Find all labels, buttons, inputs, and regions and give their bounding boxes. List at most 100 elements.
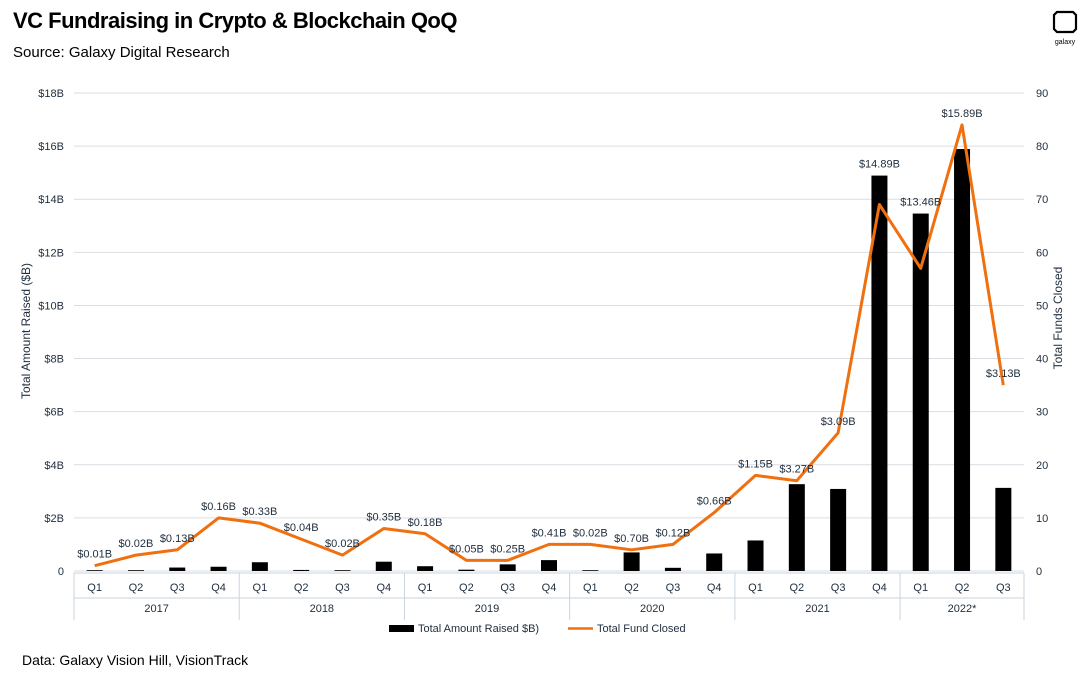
- bar: [954, 149, 971, 571]
- right-tick-label: 30: [1036, 407, 1048, 419]
- quarter-label: Q4: [707, 582, 722, 594]
- data-label: $3.09B: [821, 416, 856, 428]
- bar: [623, 552, 640, 571]
- quarter-label: Q4: [872, 582, 887, 594]
- quarter-label: Q1: [87, 582, 102, 594]
- right-axis-title: Total Funds Closed: [1051, 267, 1065, 370]
- galaxy-logo-icon: galaxy: [1052, 8, 1078, 48]
- right-tick-label: 70: [1036, 194, 1048, 206]
- bar: [912, 213, 929, 571]
- data-label: $0.66B: [697, 496, 732, 508]
- bar: [251, 562, 268, 571]
- footer-note: Data: Galaxy Vision Hill, VisionTrack: [22, 652, 249, 668]
- bar: [582, 570, 599, 571]
- bar: [210, 566, 227, 571]
- bar: [375, 561, 392, 571]
- bar: [995, 487, 1012, 571]
- legend-label-amount: Total Amount Raised $B): [418, 623, 539, 635]
- year-label: 2020: [640, 603, 664, 615]
- left-tick-label: $14B: [38, 194, 64, 206]
- right-tick-label: 60: [1036, 247, 1048, 259]
- left-tick-label: $8B: [44, 354, 64, 366]
- data-label: $0.12B: [655, 527, 690, 539]
- data-label: $0.18B: [408, 517, 443, 529]
- data-label: $0.35B: [366, 512, 401, 524]
- data-label: $14.89B: [859, 159, 900, 171]
- right-tick-label: 50: [1036, 300, 1048, 312]
- quarter-label: Q1: [913, 582, 928, 594]
- data-labels: $0.01B $0.02B $0.13B $0.16B $0.33B $0.04B $0.0…: [77, 108, 1021, 561]
- quarter-label: Q3: [500, 582, 515, 594]
- bar: [830, 488, 847, 571]
- data-label: $0.02B: [573, 527, 608, 539]
- bar: [169, 567, 186, 571]
- legend: Total Amount Raised $B) Total Fund Close…: [389, 623, 686, 635]
- quarter-label: Q2: [459, 582, 474, 594]
- data-label: $1.15B: [738, 458, 773, 470]
- right-tick-label: 20: [1036, 460, 1048, 472]
- data-label: $0.33B: [242, 506, 277, 518]
- bar: [788, 484, 805, 571]
- quarter-label: Q4: [211, 582, 226, 594]
- left-axis-title: Total Amount Raised ($B): [19, 263, 33, 399]
- data-label: $0.13B: [160, 533, 195, 545]
- quarter-label: Q3: [170, 582, 185, 594]
- data-label: $0.70B: [614, 533, 649, 545]
- left-tick-label: $2B: [44, 513, 64, 525]
- quarter-label: Q1: [583, 582, 598, 594]
- category-axis: Q1 Q2 Q3 Q4 Q1 Q2 Q3 Q4 Q1 Q2 Q3 Q4 Q1 Q2 Q3 Q4 Q1 Q2 Q3 Q4…: [73, 572, 1025, 620]
- data-label: $0.41B: [532, 527, 567, 539]
- year-label: 2021: [805, 603, 829, 615]
- year-label: 2022*: [948, 603, 977, 615]
- right-tick-label: 10: [1036, 513, 1048, 525]
- right-tick-label: 0: [1036, 566, 1042, 578]
- quarter-label: Q3: [831, 582, 846, 594]
- quarter-label: Q3: [335, 582, 350, 594]
- bar: [417, 566, 434, 571]
- left-tick-label: $6B: [44, 407, 64, 419]
- data-label: $0.02B: [325, 538, 360, 550]
- legend-swatch-bar: [389, 625, 414, 632]
- left-tick-label: $18B: [38, 88, 64, 100]
- quarter-label: Q2: [955, 582, 970, 594]
- bar: [293, 569, 310, 571]
- gridlines: [74, 92, 1024, 572]
- left-tick-label: 0: [58, 566, 64, 578]
- left-tick-label: $16B: [38, 141, 64, 153]
- data-label: $15.89B: [942, 108, 983, 120]
- line-series: [94, 123, 1005, 568]
- bar-series: [86, 149, 1012, 572]
- left-tick-label: $12B: [38, 247, 64, 259]
- data-label: $3.13B: [986, 368, 1021, 380]
- data-label: $0.05B: [449, 543, 484, 555]
- quarter-label: Q4: [542, 582, 557, 594]
- data-label: $3.27B: [779, 464, 814, 476]
- bar: [541, 560, 557, 571]
- right-tick-label: 40: [1036, 354, 1048, 366]
- bar: [458, 569, 475, 571]
- line-total-fund-closed: [94, 123, 1005, 568]
- data-label: $0.25B: [490, 543, 525, 555]
- bar: [664, 567, 681, 571]
- chart-subtitle: Source: Galaxy Digital Research: [13, 44, 230, 61]
- bar: [747, 540, 764, 571]
- bar: [871, 175, 888, 572]
- quarter-label: Q3: [666, 582, 681, 594]
- right-tick-label: 80: [1036, 141, 1048, 153]
- data-label: $0.01B: [77, 549, 112, 561]
- quarter-label: Q3: [996, 582, 1011, 594]
- quarter-label: Q2: [624, 582, 639, 594]
- quarter-label: Q2: [129, 582, 144, 594]
- chart-title: VC Fundraising in Crypto & Blockchain Qo…: [13, 8, 457, 33]
- right-tick-label: 90: [1036, 88, 1048, 100]
- year-label: 2018: [310, 603, 334, 615]
- right-axis-ticks: 0 10 20 30 40 50 60 70 80 90: [1036, 88, 1048, 578]
- bar: [706, 553, 723, 571]
- quarter-label: Q1: [418, 582, 433, 594]
- left-axis-ticks: 0 $2B $4B $6B $8B $10B $12B $14B $16B $18B: [38, 88, 64, 578]
- bar: [86, 570, 103, 571]
- data-label: $13.46B: [900, 197, 941, 209]
- left-tick-label: $10B: [38, 300, 64, 312]
- data-label: $0.16B: [201, 501, 236, 513]
